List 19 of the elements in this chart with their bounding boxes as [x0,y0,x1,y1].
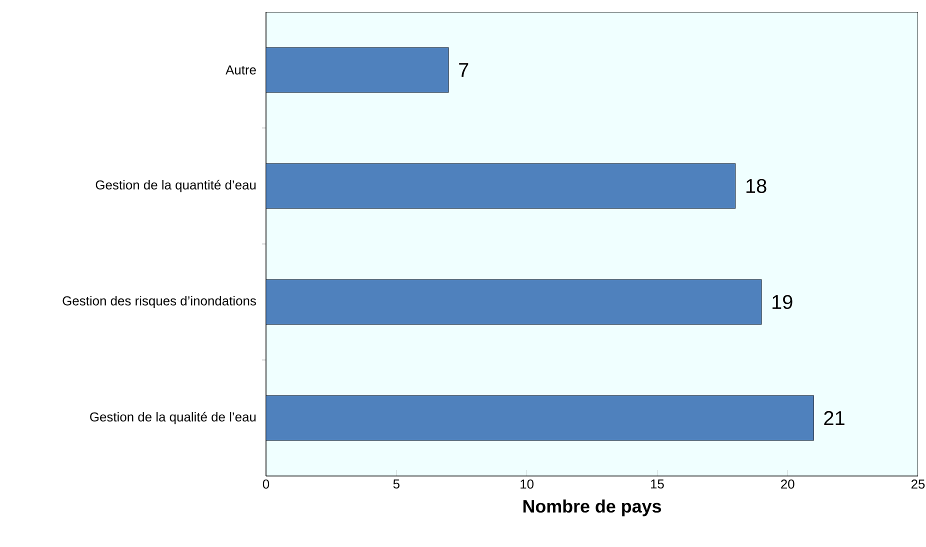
y-tick-label: Gestion de la quantité d’eau [96,180,256,192]
x-tick-label: 5 [393,480,400,489]
bar [266,279,762,325]
y-tick-label: Autre [226,65,256,75]
x-tick-label: 0 [262,480,270,489]
x-axis-title: Nombre de pays [523,500,662,516]
y-tick-label: Gestion de la qualité de l’eau [90,412,256,424]
data-label: 21 [824,411,844,425]
bar [266,395,814,441]
bar [266,47,449,93]
x-tick-label: 10 [520,480,534,489]
x-tick-label: 20 [781,480,794,489]
y-tick-label: Gestion des risques d’inondations [62,296,256,308]
x-tick-label: 15 [650,480,664,489]
data-label: 18 [746,178,766,194]
data-label: 19 [772,294,792,310]
x-tick-label: 25 [911,480,925,489]
data-label: 7 [459,63,468,77]
bar [266,163,736,209]
